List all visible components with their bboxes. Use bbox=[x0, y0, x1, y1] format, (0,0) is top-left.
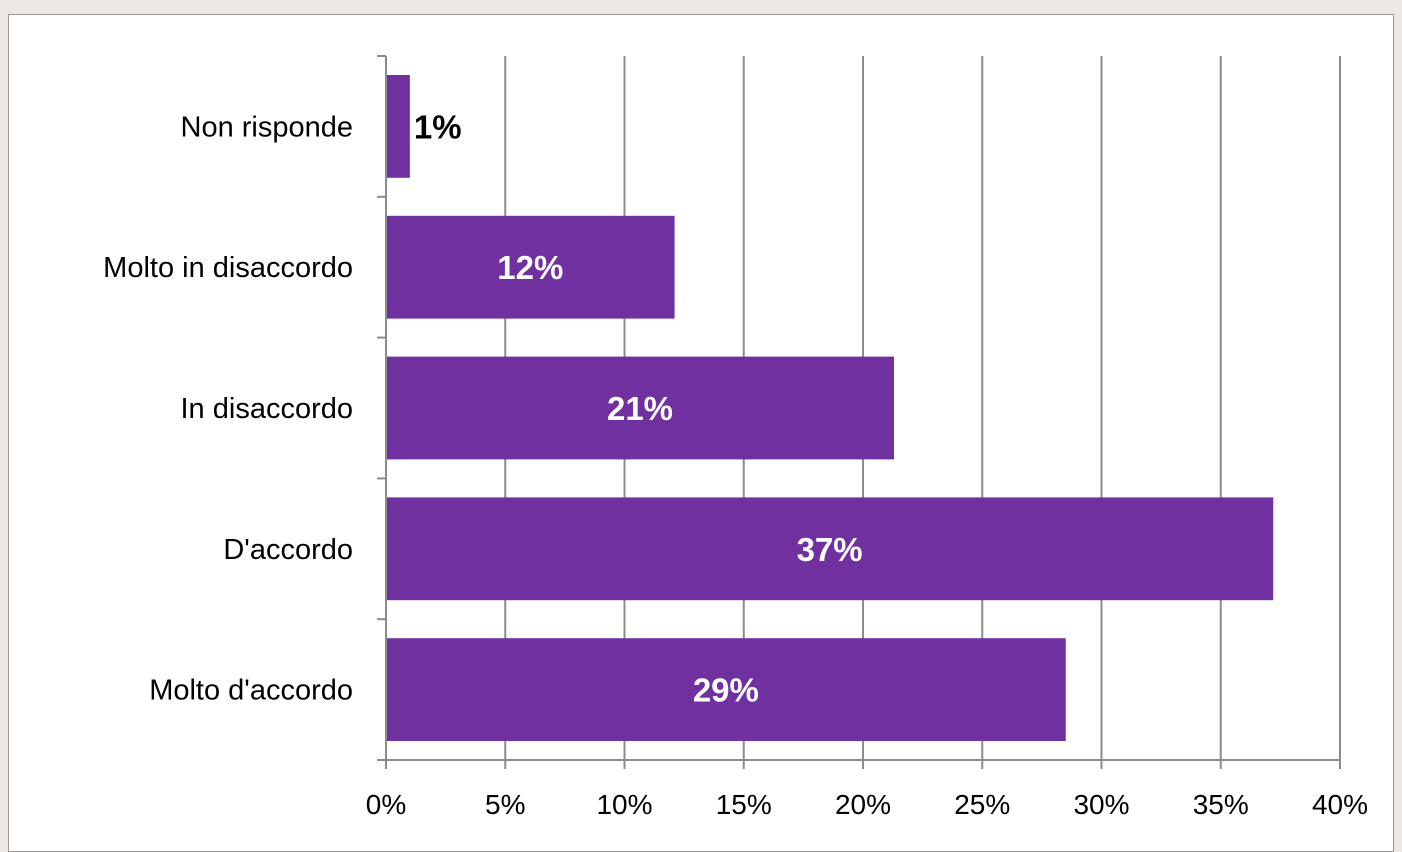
bar bbox=[386, 638, 1066, 741]
category-label: Molto in disaccordo bbox=[103, 252, 353, 284]
data-label: 12% bbox=[497, 249, 563, 286]
x-tick-label: 35% bbox=[1193, 789, 1249, 820]
x-tick-label: 10% bbox=[596, 789, 652, 820]
x-tick-label: 15% bbox=[716, 789, 772, 820]
data-label: 29% bbox=[693, 672, 759, 709]
x-tick-label: 5% bbox=[485, 789, 525, 820]
labels: 0% 5% 10% 15% 20% 25% 30% 35% 40% Molto d'accordo… bbox=[103, 108, 1368, 820]
x-tick-label: 25% bbox=[954, 789, 1010, 820]
data-label: 37% bbox=[797, 531, 863, 568]
bar bbox=[386, 75, 410, 178]
bar bbox=[386, 497, 1274, 601]
category-label: D'accordo bbox=[223, 534, 353, 566]
category-label: In disaccordo bbox=[181, 393, 354, 425]
category-label: Non risponde bbox=[181, 111, 354, 143]
x-tick-label: 30% bbox=[1073, 789, 1129, 820]
bar bbox=[386, 215, 675, 319]
data-label: 1% bbox=[414, 108, 462, 145]
x-tick-label: 40% bbox=[1312, 789, 1368, 820]
x-tick-label: 20% bbox=[835, 789, 891, 820]
axes bbox=[377, 55, 1341, 769]
bar bbox=[386, 356, 895, 460]
x-tick-label: 0% bbox=[366, 789, 406, 820]
category-label: Molto d'accordo bbox=[149, 675, 353, 707]
bars bbox=[386, 75, 1274, 741]
data-label: 21% bbox=[607, 390, 673, 427]
